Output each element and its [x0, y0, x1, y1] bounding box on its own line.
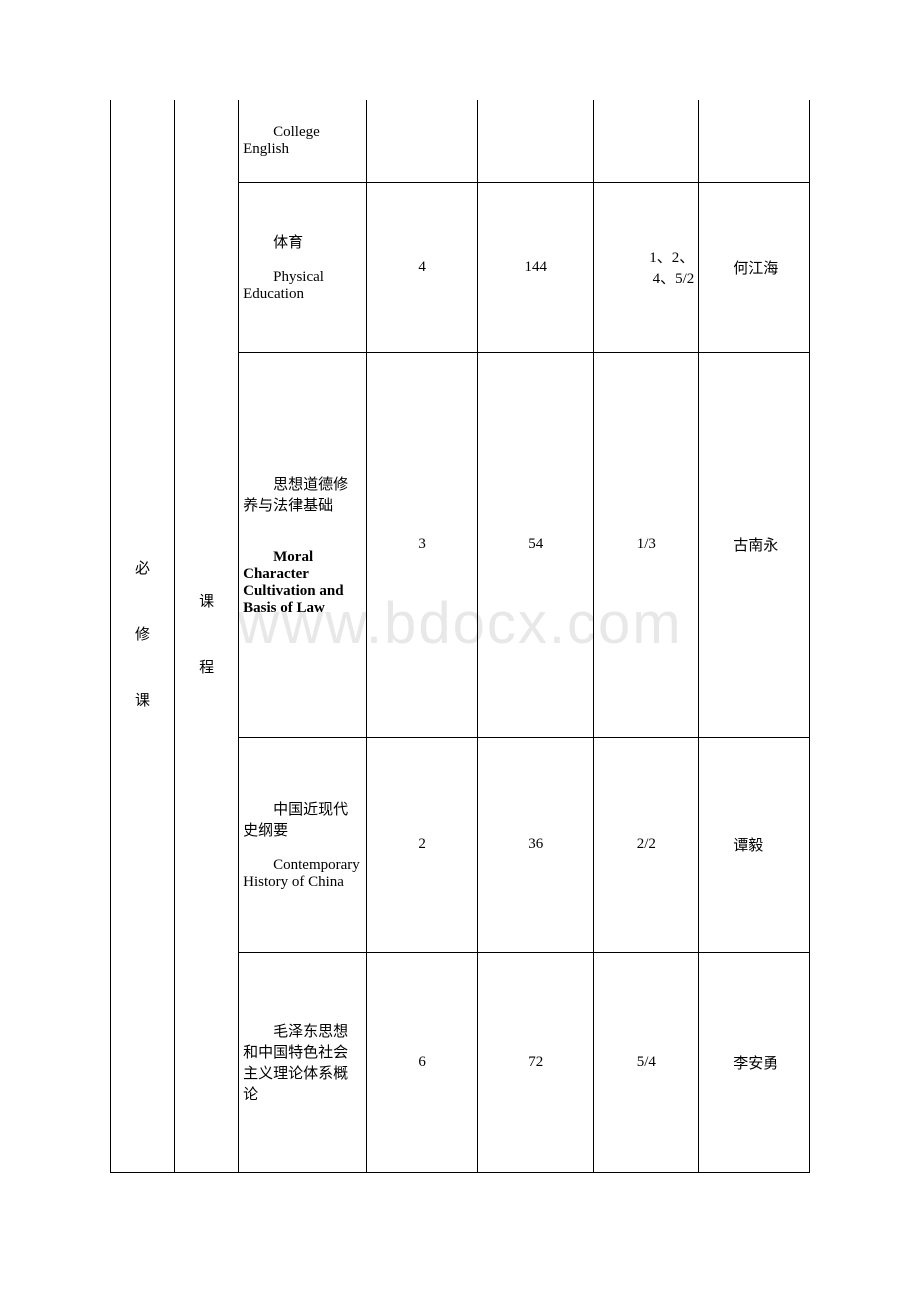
instructor-cell: 李安勇	[699, 952, 810, 1172]
credits-cell: 6	[367, 952, 478, 1172]
course-en: Physical Education	[243, 269, 324, 302]
credits-cell: 2	[367, 737, 478, 952]
instructor-cell: 何江海	[699, 182, 810, 352]
category-cell: 必修课	[111, 100, 175, 1172]
semester-cell: 1、2、4、5/2	[594, 182, 699, 352]
instructor-cell: 谭毅	[699, 737, 810, 952]
subcategory-label: 课程	[199, 594, 214, 676]
subcategory-cell: 课程	[175, 100, 239, 1172]
course-en: Contemporary History of China	[243, 857, 360, 890]
semester-cell	[594, 100, 699, 182]
course-name-cell: College English	[239, 100, 367, 182]
curriculum-table: 必修课 课程 College English 体育 Physical Educa…	[110, 100, 810, 1173]
course-cn: 思想道德修养与法律基础	[243, 477, 348, 514]
hours-cell: 54	[477, 352, 594, 737]
course-name-cell: 思想道德修养与法律基础 Moral Character Cultivation …	[239, 352, 367, 737]
hours-cell	[477, 100, 594, 182]
semester-cell: 2/2	[594, 737, 699, 952]
course-cn: 体育	[273, 235, 303, 251]
hours-cell: 72	[477, 952, 594, 1172]
table-row: 必修课 课程 College English	[111, 100, 810, 182]
credits-cell: 3	[367, 352, 478, 737]
category-label: 必修课	[135, 561, 150, 709]
credits-cell: 4	[367, 182, 478, 352]
instructor-cell: 古南永	[699, 352, 810, 737]
course-cn: 毛泽东思想和中国特色社会主义理论体系概论	[243, 1024, 348, 1103]
course-name-cell: 毛泽东思想和中国特色社会主义理论体系概论	[239, 952, 367, 1172]
course-en: Moral Character Cultivation and Basis of…	[243, 549, 343, 616]
course-name-cell: 中国近现代史纲要 Contemporary History of China	[239, 737, 367, 952]
credits-cell	[367, 100, 478, 182]
hours-cell: 144	[477, 182, 594, 352]
hours-cell: 36	[477, 737, 594, 952]
semester-cell: 1/3	[594, 352, 699, 737]
instructor-cell	[699, 100, 810, 182]
course-en: College English	[243, 124, 320, 157]
semester-cell: 5/4	[594, 952, 699, 1172]
course-cn: 中国近现代史纲要	[243, 802, 348, 839]
course-name-cell: 体育 Physical Education	[239, 182, 367, 352]
